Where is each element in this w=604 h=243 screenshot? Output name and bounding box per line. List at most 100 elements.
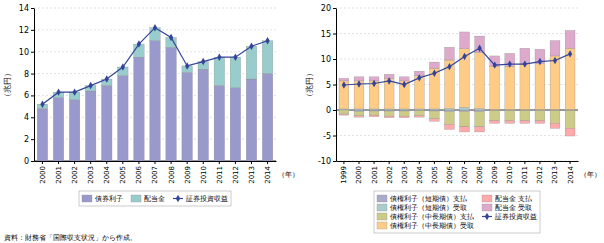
tick-mark — [333, 8, 336, 9]
tick-label: 10 — [19, 48, 29, 57]
axis-line — [336, 9, 337, 162]
tick-label: 2008 — [168, 166, 176, 184]
tick-label: 2011 — [521, 166, 529, 184]
tick-mark — [374, 161, 375, 164]
plot-area — [37, 24, 273, 161]
y-axis: -10-505101520 — [318, 4, 337, 166]
bar — [182, 72, 192, 161]
source-note: 資料：財務省「国際収支状況」から作成。 — [4, 234, 137, 242]
marker — [153, 24, 157, 31]
bar — [550, 111, 560, 124]
bar — [399, 116, 409, 118]
tick-mark — [333, 110, 336, 111]
x-tick: 2000 — [355, 161, 363, 184]
bar — [445, 108, 455, 110]
legend-swatch — [482, 195, 492, 202]
tick-mark — [251, 161, 252, 164]
bar — [475, 112, 485, 127]
grid-line — [336, 161, 578, 162]
tick-mark — [267, 161, 268, 164]
line — [344, 48, 570, 85]
marker — [523, 60, 527, 67]
legend-label: 債券利子 — [95, 195, 123, 203]
grid-line — [336, 135, 578, 136]
bar — [354, 110, 364, 112]
tick-label: -10 — [318, 157, 331, 166]
tick-label: 0 — [326, 106, 331, 115]
marker — [40, 100, 44, 107]
tick-label: 20 — [321, 4, 331, 13]
legend-item: 配当金 受取 — [482, 204, 532, 212]
legend-label: 債権利子（短期債）受取 — [390, 204, 467, 212]
tick-mark — [509, 161, 510, 164]
bar — [85, 91, 95, 161]
bar — [134, 57, 144, 161]
marker — [417, 74, 421, 81]
bar — [198, 69, 208, 161]
bar — [399, 110, 409, 111]
tick-label: 2006 — [446, 165, 454, 183]
y-tick: 15 — [321, 30, 336, 39]
x-tick: 2004 — [103, 161, 111, 184]
bar — [414, 111, 424, 116]
tick-mark — [570, 161, 571, 164]
bar — [445, 47, 455, 60]
tick-mark — [31, 161, 34, 162]
bar — [535, 64, 545, 110]
bar — [118, 76, 128, 161]
bar — [399, 111, 409, 116]
legend-item: 証券投資収益 — [173, 195, 228, 203]
y-tick: 10 — [321, 55, 336, 64]
x-axis-title: （年） — [580, 171, 601, 179]
tick-label: -5 — [323, 132, 331, 141]
y-tick: -10 — [318, 157, 336, 166]
tick-label: 2004 — [103, 165, 111, 183]
marker — [217, 53, 221, 60]
tick-mark — [58, 161, 59, 164]
x-axis-title: （年） — [278, 171, 299, 179]
tick-mark — [31, 52, 34, 53]
bar — [460, 127, 470, 132]
tick-label: 2012 — [536, 166, 544, 184]
legend-swatch — [485, 213, 489, 220]
marker — [493, 61, 497, 68]
tick-label: 14 — [19, 4, 29, 13]
tick-label: 2009 — [184, 166, 192, 184]
legend-label: 債権利子（中長期債）支払 — [390, 213, 475, 221]
x-tick: 2011 — [216, 161, 224, 184]
bar — [535, 111, 545, 121]
legend-item: 配当金 — [131, 195, 165, 203]
tick-mark — [464, 161, 465, 164]
legend: 債券利子配当金 証券投資収益 — [79, 191, 231, 206]
y-tick: 10 — [19, 48, 34, 57]
bar — [246, 79, 256, 161]
bar — [445, 60, 455, 108]
bar — [460, 112, 470, 127]
tick-mark — [42, 161, 43, 164]
marker — [201, 58, 205, 65]
bar — [565, 111, 575, 129]
legend-label: 証券投資収益 — [186, 195, 228, 203]
bar — [550, 56, 560, 110]
x-tick: 2004 — [416, 161, 424, 184]
x-tick: 2007 — [151, 161, 159, 184]
tick-label: 2000 — [39, 166, 47, 184]
bar — [53, 98, 63, 161]
legend-item: 債権利子（中長期債）支払 — [377, 213, 475, 221]
marker — [233, 53, 237, 60]
marker — [462, 53, 466, 60]
bar — [490, 66, 500, 109]
tick-mark — [343, 161, 344, 164]
grid-line — [336, 33, 578, 34]
bar — [520, 111, 530, 121]
legend-frame — [79, 191, 231, 206]
tick-mark — [122, 161, 123, 164]
tick-mark — [203, 161, 204, 164]
bar — [490, 111, 500, 121]
tick-mark — [333, 161, 336, 162]
legend-item: 債権利子（短期債）支払 — [377, 195, 468, 203]
y-axis-title: （兆円） — [3, 69, 12, 101]
bar — [384, 111, 394, 116]
bar — [37, 109, 47, 161]
tick-label: 0 — [24, 157, 29, 166]
